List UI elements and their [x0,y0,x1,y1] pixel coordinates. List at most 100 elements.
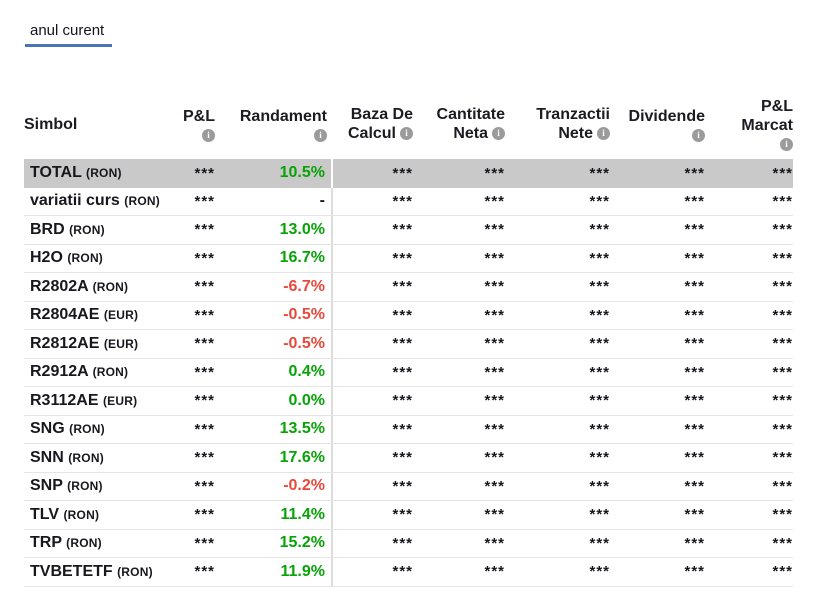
pnl-marcat-cell: *** [772,164,793,182]
cantitate-neta-cell: *** [484,221,505,239]
symbol-label: variatii curs [30,192,125,210]
info-icon[interactable]: i [780,138,793,151]
randament-cell: 13.0% [279,220,325,238]
tranzactii-nete-cell: *** [589,506,610,524]
baza-de-calcul-cell: *** [392,534,413,552]
dividende-cell: *** [684,534,705,552]
randament-cell: 15.2% [279,534,325,552]
baza-de-calcul-cell: *** [392,164,413,182]
symbol-cell: R2802A (RON) [24,278,165,296]
symbol-label: R2804AE [30,306,104,324]
baza-de-calcul-cell: *** [392,477,413,495]
randament-cell: -0.2% [283,477,325,495]
pnl-cell: *** [194,420,215,438]
randament-cell: -0.5% [283,334,325,352]
symbol-cell: R2912A (RON) [24,363,165,381]
currency-label: (EUR) [103,308,139,323]
symbol-cell: TVBETETF (RON) [24,563,165,581]
randament-cell: 0.4% [288,363,325,381]
cantitate-neta-cell: *** [484,306,505,324]
info-icon[interactable]: i [692,128,705,142]
pnl-cell: *** [194,306,215,324]
tranzactii-nete-cell: *** [589,221,610,239]
table-row: R2812AE (EUR) *** -0.5% *** *** *** *** … [24,330,793,359]
tranzactii-nete-cell: *** [589,449,610,467]
tranzactii-nete-cell: *** [589,335,610,353]
cantitate-neta-cell: *** [484,392,505,410]
baza-de-calcul-cell: *** [392,506,413,524]
dividende-cell: *** [684,335,705,353]
symbol-cell: H2O (RON) [24,249,165,267]
pnl-marcat-cell: *** [772,563,793,581]
baza-de-calcul-cell: *** [392,192,413,210]
pnl-marcat-cell: *** [772,335,793,353]
pnl-cell: *** [194,335,215,353]
dividende-cell: *** [684,563,705,581]
symbol-label: H2O [30,249,68,267]
table-row: TOTAL (RON) *** 10.5% *** *** *** *** **… [24,159,793,188]
table-row: TRP (RON) *** 15.2% *** *** *** *** *** [24,529,793,558]
randament-cell: 17.6% [279,448,325,466]
cantitate-neta-cell: *** [484,563,505,581]
column-header-pnl-marcat: P&L Marcat i [705,97,793,151]
pnl-marcat-cell: *** [772,221,793,239]
cantitate-neta-cell: *** [484,477,505,495]
baza-de-calcul-cell: *** [392,306,413,324]
pnl-cell: *** [194,278,215,296]
tranzactii-nete-cell: *** [589,477,610,495]
cantitate-neta-cell: *** [484,335,505,353]
info-icon[interactable]: i [597,127,610,140]
symbol-label: R2812AE [30,334,104,352]
dividende-cell: *** [684,392,705,410]
info-icon[interactable]: i [202,128,215,142]
pnl-marcat-cell: *** [772,449,793,467]
currency-label: (RON) [66,536,102,551]
info-icon[interactable]: i [314,128,327,142]
pnl-cell: *** [194,563,215,581]
symbol-label: SNN [30,448,69,466]
table-row: BRD (RON) *** 13.0% *** *** *** *** *** [24,216,793,245]
column-header-label: Dividende [628,107,705,125]
pnl-cell: *** [194,221,215,239]
table-row: SNG (RON) *** 13.5% *** *** *** *** *** [24,415,793,444]
randament-cell: -0.5% [283,306,325,324]
table-row: R2804AE (EUR) *** -0.5% *** *** *** *** … [24,301,793,330]
column-header-label: Simbol [24,115,78,133]
dividende-cell: *** [684,278,705,296]
baza-de-calcul-cell: *** [392,363,413,381]
currency-label: (RON) [117,564,153,579]
info-icon[interactable]: i [400,127,413,140]
pnl-cell: *** [194,164,215,182]
tab-anul-curent[interactable]: anul curent [25,22,113,47]
randament-cell: 16.7% [279,249,325,267]
table-row: TLV (RON) *** 11.4% *** *** *** *** *** [24,501,793,530]
currency-label: (EUR) [102,393,138,408]
pnl-marcat-cell: *** [772,306,793,324]
column-header-randament: Randament i [215,107,333,142]
baza-de-calcul-cell: *** [392,221,413,239]
pnl-marcat-cell: *** [772,477,793,495]
info-icon[interactable]: i [492,127,505,140]
tranzactii-nete-cell: *** [589,306,610,324]
table-row: SNP (RON) *** -0.2% *** *** *** *** *** [24,472,793,501]
tranzactii-nete-cell: *** [589,563,610,581]
dividende-cell: *** [684,192,705,210]
currency-label: (RON) [69,222,105,237]
cantitate-neta-cell: *** [484,249,505,267]
cantitate-neta-cell: *** [484,164,505,182]
pnl-marcat-cell: *** [772,392,793,410]
dividende-cell: *** [684,449,705,467]
symbol-cell: TLV (RON) [24,506,165,524]
randament-cell: 10.5% [279,164,325,182]
randament-cell: 0.0% [288,391,325,409]
table-row: H2O (RON) *** 16.7% *** *** *** *** *** [24,244,793,273]
randament-cell: - [319,192,325,210]
cantitate-neta-cell: *** [484,534,505,552]
symbol-cell: R3112AE (EUR) [24,392,165,410]
column-header-label: P&L [183,107,215,125]
column-header-simbol: Simbol [24,115,165,134]
currency-label: (RON) [86,166,122,181]
dividende-cell: *** [684,164,705,182]
table-row: variatii curs (RON) *** - *** *** *** **… [24,187,793,216]
symbol-label: TOTAL [30,164,86,182]
